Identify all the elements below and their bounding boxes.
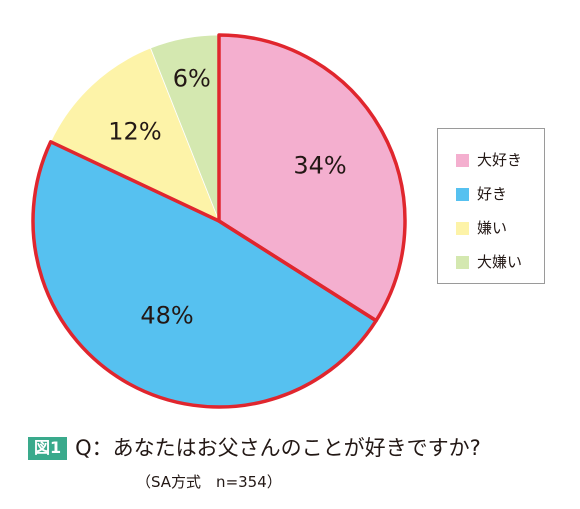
data-label-daikirai: 6% bbox=[173, 64, 211, 92]
data-label-suki: 48% bbox=[140, 302, 193, 330]
data-label-daisuki: 34% bbox=[293, 151, 346, 179]
legend-label: 好き bbox=[477, 184, 508, 203]
legend-item-suki: 好き bbox=[456, 177, 544, 211]
legend-label: 大好き bbox=[477, 150, 523, 169]
figure-caption: 図1 Q：あなたはお父さんのことが好きですか? bbox=[28, 437, 481, 460]
legend-item-daikirai: 大嫌い bbox=[456, 245, 544, 279]
legend-label: 嫌い bbox=[477, 218, 508, 237]
chart-legend: 大好き 好き 嫌い 大嫌い bbox=[437, 128, 545, 284]
legend-label: 大嫌い bbox=[477, 252, 523, 271]
legend-swatch-suki bbox=[456, 187, 469, 201]
legend-swatch-kirai bbox=[456, 221, 469, 235]
legend-item-daisuki: 大好き bbox=[456, 143, 544, 177]
data-label-kirai: 12% bbox=[108, 118, 161, 146]
legend-swatch-daikirai bbox=[456, 255, 469, 269]
legend-item-kirai: 嫌い bbox=[456, 211, 544, 245]
slice-highlight-border-suki bbox=[31, 140, 378, 409]
survey-method-note: （SA方式 n=354） bbox=[136, 473, 282, 491]
pie-slice-kirai bbox=[50, 47, 220, 222]
survey-question: Q：あなたはお父さんのことが好きですか? bbox=[75, 435, 481, 460]
slice-highlight-border-daisuki bbox=[217, 33, 407, 323]
legend-swatch-daisuki bbox=[456, 153, 469, 167]
pie-chart: 34% 48% 12% 6% bbox=[31, 33, 407, 409]
figure-number-badge: 図1 bbox=[28, 437, 68, 460]
